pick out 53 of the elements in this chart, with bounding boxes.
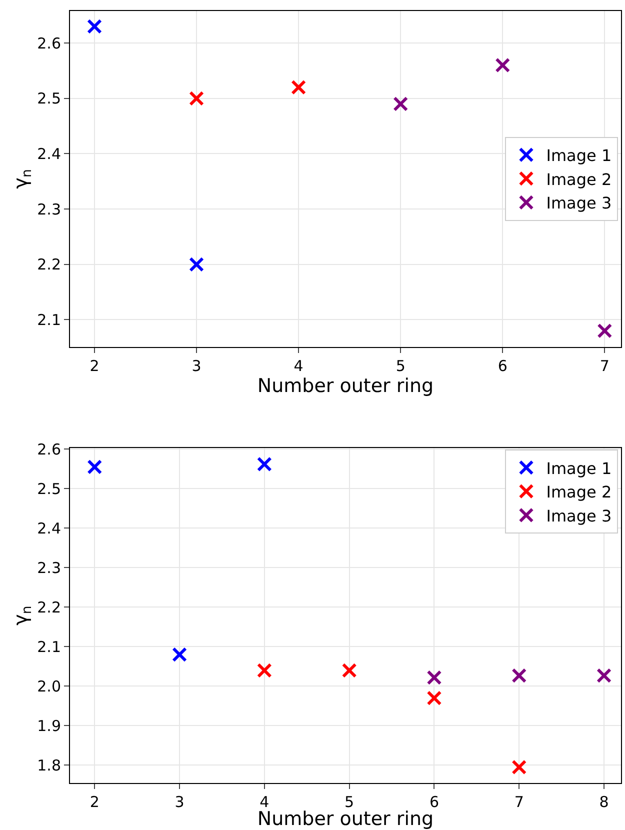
legend-label: Image 3: [546, 506, 612, 526]
point: [597, 323, 612, 338]
x-tick-label: 6: [498, 356, 508, 375]
y-tick-label: 2.6: [37, 440, 61, 458]
y-tick-label: 2.4: [37, 519, 61, 538]
y-tick-label: 2.1: [37, 310, 61, 329]
y-tick-label: 2.5: [37, 90, 61, 108]
legend-label: Image 3: [546, 194, 612, 213]
x-tick-label: 5: [396, 356, 406, 375]
y-tick-label: 2.4: [37, 144, 61, 163]
point: [87, 459, 102, 474]
y-tick-label: 2.2: [37, 598, 61, 616]
x-axis-title: Number outer ring: [257, 374, 434, 397]
legend-label: Image 1: [546, 146, 612, 166]
x-tick-label: 5: [344, 793, 354, 811]
point: [426, 670, 442, 686]
x-tick-label: 6: [429, 793, 439, 811]
point: [512, 760, 527, 775]
y-tick-label: 2.3: [37, 558, 61, 577]
x-tick-label: 8: [599, 793, 609, 811]
point: [596, 668, 612, 684]
point: [512, 668, 527, 684]
point: [189, 256, 204, 272]
y-tick-label: 2.0: [37, 677, 61, 696]
y-tick-label: 2.6: [37, 34, 61, 52]
x-tick-label: 3: [192, 356, 202, 375]
y-tick-label: 2.3: [37, 200, 61, 218]
y-tick-label: 1.9: [37, 716, 61, 735]
point: [256, 456, 272, 472]
x-tick-label: 4: [260, 793, 270, 811]
y-tick-label: 2.1: [37, 638, 61, 656]
x-tick-label: 3: [174, 793, 184, 811]
y-tick-label: 2.5: [37, 480, 61, 498]
point: [393, 96, 408, 112]
x-tick-label: 7: [514, 793, 524, 811]
point: [256, 662, 272, 678]
y-tick-label: 2.2: [37, 256, 61, 274]
x-axis-title: Number outer ring: [257, 808, 434, 830]
x-tick-label: 7: [600, 356, 610, 375]
point: [291, 80, 306, 95]
x-tick-label: 2: [90, 356, 100, 375]
point: [495, 58, 510, 73]
legend-label: Image 2: [546, 482, 612, 502]
y-tick-label: 1.8: [37, 756, 61, 774]
legend-label: Image 2: [546, 170, 612, 189]
x-tick-label: 2: [90, 793, 100, 811]
legend-label: Image 1: [546, 458, 612, 478]
point: [189, 90, 204, 106]
point: [172, 647, 188, 662]
point: [426, 690, 442, 706]
x-tick-label: 4: [294, 356, 304, 375]
point: [342, 662, 357, 678]
point: [86, 18, 102, 34]
